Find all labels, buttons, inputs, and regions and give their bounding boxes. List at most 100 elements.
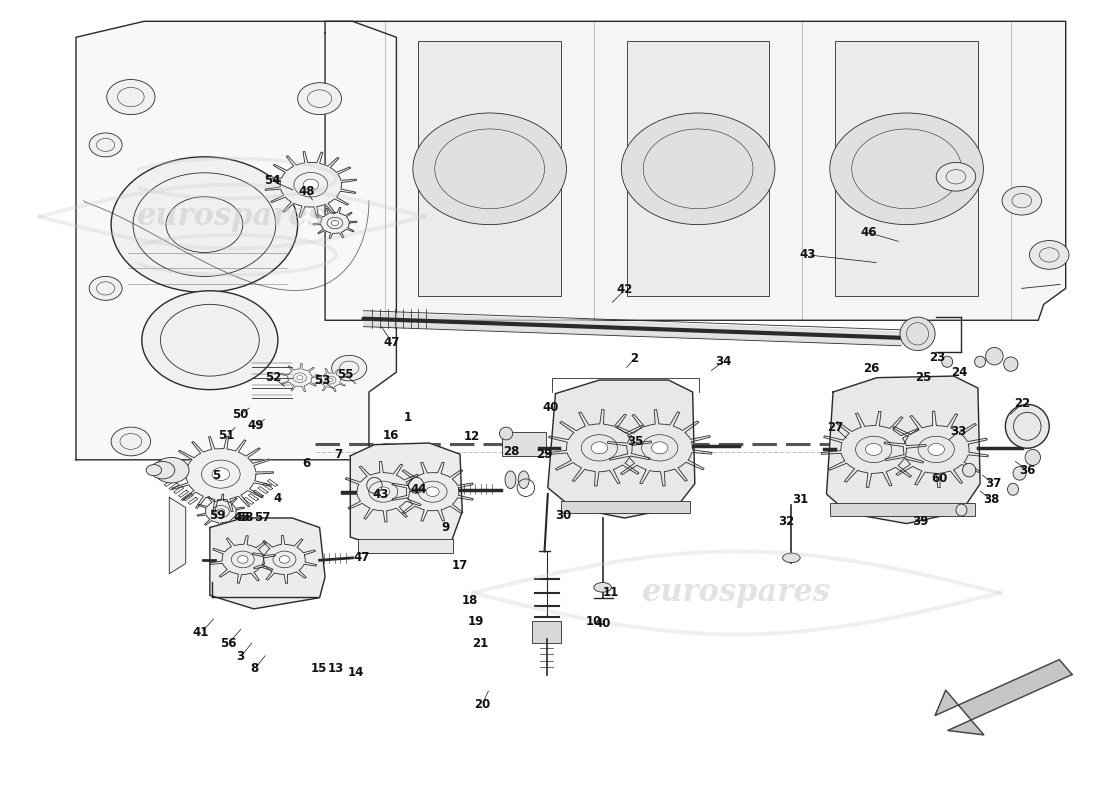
Polygon shape	[350, 443, 462, 551]
Text: 49: 49	[248, 419, 264, 432]
Polygon shape	[265, 151, 356, 218]
Text: 59: 59	[209, 509, 226, 522]
Text: 4: 4	[274, 491, 282, 505]
Circle shape	[298, 82, 341, 114]
Bar	[561, 502, 691, 514]
Text: 34: 34	[715, 355, 732, 368]
Text: 16: 16	[383, 430, 399, 442]
Circle shape	[928, 443, 945, 455]
Text: 1: 1	[404, 411, 411, 424]
Text: 35: 35	[627, 435, 644, 448]
Text: 30: 30	[556, 509, 571, 522]
Ellipse shape	[1013, 466, 1026, 480]
Ellipse shape	[1008, 483, 1019, 495]
Circle shape	[89, 133, 122, 157]
Text: 8: 8	[251, 662, 258, 675]
Ellipse shape	[900, 317, 935, 350]
Text: 33: 33	[950, 426, 966, 438]
Text: 15: 15	[310, 662, 327, 675]
Ellipse shape	[942, 356, 953, 367]
Polygon shape	[210, 518, 326, 609]
Text: 46: 46	[860, 226, 877, 239]
Ellipse shape	[962, 463, 976, 477]
Ellipse shape	[1025, 450, 1041, 466]
Ellipse shape	[594, 582, 612, 592]
Text: 17: 17	[452, 559, 469, 572]
Text: 5: 5	[212, 470, 221, 482]
Polygon shape	[210, 536, 275, 583]
Polygon shape	[252, 535, 317, 583]
Ellipse shape	[956, 504, 967, 516]
Polygon shape	[884, 411, 988, 488]
Text: 47: 47	[353, 551, 370, 564]
Polygon shape	[280, 363, 320, 392]
Ellipse shape	[499, 427, 513, 440]
Polygon shape	[607, 410, 712, 486]
Polygon shape	[342, 462, 425, 522]
Ellipse shape	[1003, 357, 1018, 371]
Text: 18: 18	[462, 594, 478, 607]
Circle shape	[936, 162, 976, 191]
Text: 47: 47	[384, 336, 400, 349]
Text: 6: 6	[302, 458, 310, 470]
Polygon shape	[935, 660, 1072, 735]
Text: 7: 7	[334, 448, 342, 461]
Ellipse shape	[975, 356, 986, 367]
Text: 42: 42	[616, 283, 632, 297]
Circle shape	[89, 277, 122, 300]
Circle shape	[426, 487, 439, 497]
Text: 27: 27	[827, 422, 844, 434]
Bar	[627, 42, 769, 296]
Text: 32: 32	[778, 514, 794, 528]
Text: 50: 50	[232, 408, 249, 421]
Text: 54: 54	[264, 174, 280, 187]
Circle shape	[151, 462, 175, 479]
Circle shape	[829, 113, 983, 225]
Text: 3: 3	[236, 650, 244, 663]
Circle shape	[1030, 241, 1069, 270]
Bar	[502, 432, 546, 456]
Polygon shape	[548, 380, 695, 518]
Polygon shape	[76, 22, 396, 460]
Text: 52: 52	[265, 371, 282, 384]
Polygon shape	[315, 369, 346, 392]
Text: 40: 40	[594, 617, 610, 630]
Text: 9: 9	[441, 521, 450, 534]
Polygon shape	[392, 462, 473, 521]
Text: 51: 51	[218, 430, 234, 442]
Circle shape	[304, 179, 319, 190]
Polygon shape	[197, 494, 244, 529]
Text: 43: 43	[373, 487, 389, 501]
Ellipse shape	[986, 347, 1003, 365]
Text: 24: 24	[952, 366, 968, 378]
Text: 43: 43	[800, 249, 816, 262]
Text: eurospares: eurospares	[642, 578, 830, 609]
Circle shape	[866, 443, 882, 455]
Ellipse shape	[505, 471, 516, 489]
Text: 2: 2	[630, 352, 638, 365]
Text: 11: 11	[602, 586, 618, 599]
Text: 56: 56	[220, 637, 236, 650]
Text: 36: 36	[1019, 464, 1035, 477]
Circle shape	[331, 221, 339, 226]
Bar	[358, 538, 453, 553]
Text: 28: 28	[504, 446, 520, 458]
Text: 55: 55	[337, 368, 353, 381]
Circle shape	[154, 458, 189, 483]
Text: 12: 12	[464, 430, 481, 443]
Text: 45: 45	[233, 511, 250, 525]
Text: 29: 29	[537, 448, 552, 461]
Bar	[835, 42, 978, 296]
Polygon shape	[169, 498, 186, 574]
Ellipse shape	[782, 553, 800, 562]
Circle shape	[376, 487, 389, 497]
Text: 14: 14	[348, 666, 364, 679]
Text: 44: 44	[410, 482, 427, 496]
Circle shape	[412, 113, 566, 225]
Ellipse shape	[518, 471, 529, 489]
Circle shape	[332, 355, 366, 381]
Circle shape	[651, 442, 668, 454]
Bar	[418, 42, 561, 296]
Text: 23: 23	[930, 351, 945, 364]
Circle shape	[111, 427, 151, 456]
